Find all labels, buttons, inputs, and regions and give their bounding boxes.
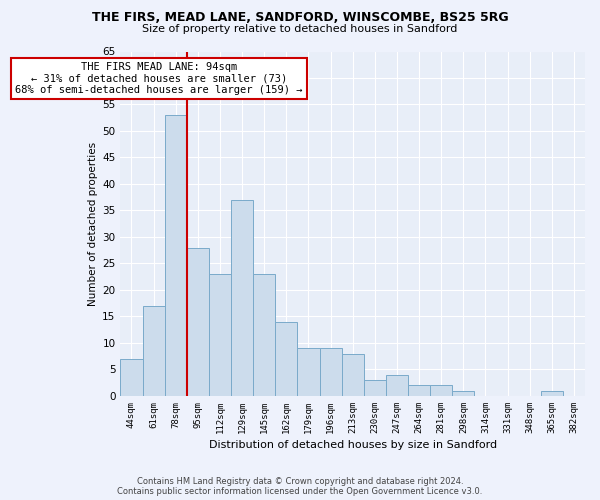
Y-axis label: Number of detached properties: Number of detached properties bbox=[88, 142, 98, 306]
Bar bbox=[253, 274, 275, 396]
Bar bbox=[430, 386, 452, 396]
Bar bbox=[231, 200, 253, 396]
Text: Size of property relative to detached houses in Sandford: Size of property relative to detached ho… bbox=[142, 24, 458, 34]
Bar bbox=[164, 115, 187, 396]
X-axis label: Distribution of detached houses by size in Sandford: Distribution of detached houses by size … bbox=[209, 440, 497, 450]
Bar bbox=[341, 354, 364, 396]
Bar bbox=[408, 386, 430, 396]
Bar bbox=[209, 274, 231, 396]
Text: THE FIRS, MEAD LANE, SANDFORD, WINSCOMBE, BS25 5RG: THE FIRS, MEAD LANE, SANDFORD, WINSCOMBE… bbox=[92, 11, 508, 24]
Bar bbox=[143, 306, 164, 396]
Bar bbox=[364, 380, 386, 396]
Text: THE FIRS MEAD LANE: 94sqm
← 31% of detached houses are smaller (73)
68% of semi-: THE FIRS MEAD LANE: 94sqm ← 31% of detac… bbox=[15, 62, 302, 95]
Bar bbox=[298, 348, 320, 396]
Bar bbox=[187, 248, 209, 396]
Bar bbox=[452, 390, 475, 396]
Bar bbox=[320, 348, 341, 396]
Bar bbox=[386, 374, 408, 396]
Bar bbox=[275, 322, 298, 396]
Text: Contains HM Land Registry data © Crown copyright and database right 2024.
Contai: Contains HM Land Registry data © Crown c… bbox=[118, 476, 482, 496]
Bar bbox=[541, 390, 563, 396]
Bar bbox=[121, 359, 143, 396]
